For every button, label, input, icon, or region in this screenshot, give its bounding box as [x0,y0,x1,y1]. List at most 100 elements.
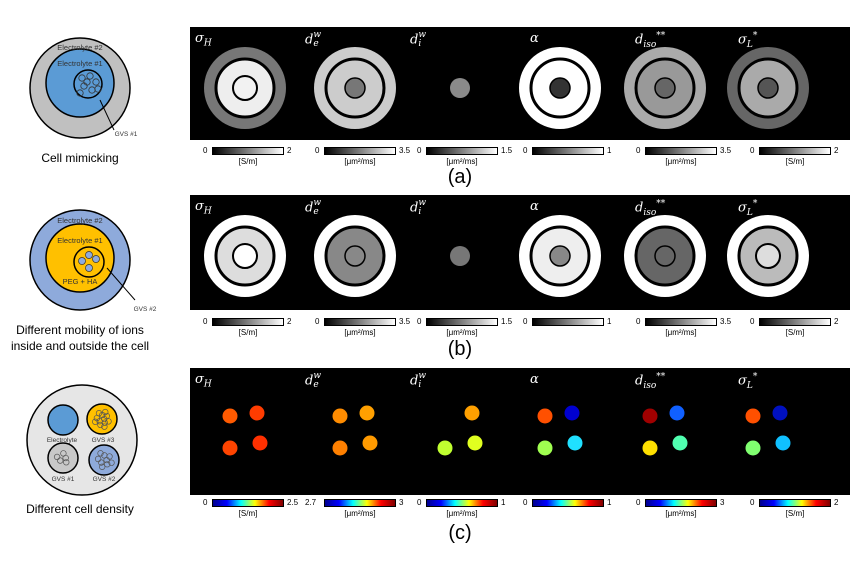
colorbar-min: 0 [750,498,755,507]
phantom-cell-compartment [757,77,779,99]
phantom-vial-dot [359,405,375,421]
phantom-cell-compartment [549,245,571,267]
colorbar-max: 2 [834,498,839,507]
colorbar [645,499,717,507]
colorbar-max: 3.5 [399,146,411,155]
phantom-vial-dot [745,408,761,424]
colorbar-max: 1 [607,146,612,155]
diagram-cell [83,78,91,86]
phantom-vial-dot [564,405,580,421]
phantom-cell-compartment [755,243,781,269]
diagram-label: PEG + HA [63,277,98,286]
colorbar-max: 1 [607,317,612,326]
colorbar-min: 0 [523,146,528,155]
diagram-cell-cluster [73,246,105,278]
colorbar [426,499,498,507]
colorbar-max: 3.5 [720,146,732,155]
diagram-label: Electrolyte #2 [57,43,102,52]
colorbar-max: 3.5 [720,317,732,326]
map-label-3: α [530,372,539,387]
map-label-0: σH [195,199,212,217]
colorbar-min: 0 [636,317,641,326]
diagram-cell [60,450,67,457]
diagram-cell [104,461,111,468]
diagram-cell [78,257,86,265]
diagram-cell [85,251,93,259]
colorbar-max: 2 [834,317,839,326]
phantom-cell-compartment [232,75,258,101]
phantom-vial-dot [222,440,238,456]
phantom-cell-compartment [232,243,258,269]
colorbar-min: 0 [417,317,422,326]
phantom-vial-dot [332,408,348,424]
colorbar-unit: [S/m] [238,328,258,337]
phantom-vial-dot [467,435,483,451]
phantom-vial-dot [537,440,553,456]
diagram-cell [99,463,106,470]
colorbar-max: 2.5 [287,498,299,507]
colorbar-unit: [μm²/ms] [344,509,376,518]
colorbar-min: 0 [315,146,320,155]
diagram-label: Electrolyte #1 [57,236,102,245]
image-band-row-3 [190,368,850,495]
colorbar [324,318,396,326]
diagram-cell [106,453,113,460]
colorbar [324,499,396,507]
colorbar-max: 3 [720,498,725,507]
phantom-vial-dot [222,408,238,424]
phantom-vial-dot [537,408,553,424]
diagram-container [26,384,138,496]
colorbar-min: 2.7 [305,498,317,507]
colorbar [759,147,831,155]
diagram-cell [95,410,103,417]
colorbar-max: 2 [287,317,292,326]
colorbar [759,499,831,507]
diagram-cell [105,418,112,425]
map-label-4: diso** [635,372,666,391]
diagram-cell [92,255,100,263]
colorbar-min: 0 [417,146,422,155]
diagram-vial [86,403,118,435]
colorbar [645,318,717,326]
phantom-vial-dot [669,405,685,421]
phantom-vial-dot [332,440,348,456]
panel-tag: (c) [448,522,472,544]
colorbar [324,147,396,155]
panel-tag: (b) [447,338,473,360]
phantom-vial-dot [642,440,658,456]
phantom-vial-dot [642,408,658,424]
diagram-cell [78,74,86,82]
colorbar-unit: [μm²/ms] [665,157,697,166]
diagram-cell [98,459,105,466]
colorbar-unit: [S/m] [785,328,805,337]
phantom-vial-dot [567,435,583,451]
colorbar-unit: [μm²/ms] [665,509,697,518]
colorbar [212,318,284,326]
colorbar-unit: [μm²/ms] [344,328,376,337]
colorbar-unit: [μm²/ms] [446,328,478,337]
colorbar-max: 3.5 [399,317,411,326]
diagram-arrow [99,99,115,131]
colorbar-unit: [S/m] [785,509,805,518]
phantom-cell-compartment [344,245,366,267]
panel-tag: (a) [447,166,473,188]
colorbar-unit: [μm²/ms] [344,157,376,166]
diagram-label: GVS #2 [93,476,116,483]
diagram-cell [57,457,64,464]
colorbar-unit: [μm²/ms] [446,509,478,518]
diagram-cell [86,72,94,80]
diagram-label: GVS #1 [52,476,75,483]
colorbar-unit: [S/m] [238,509,258,518]
phantom-vial-dot [464,405,480,421]
colorbar [426,318,498,326]
colorbar [532,147,604,155]
colorbar-min: 0 [750,317,755,326]
diagram-caption: Cell mimicking [41,151,119,165]
colorbar-unit: [S/m] [785,157,805,166]
diagram-label: Electrolyte #1 [57,59,102,68]
